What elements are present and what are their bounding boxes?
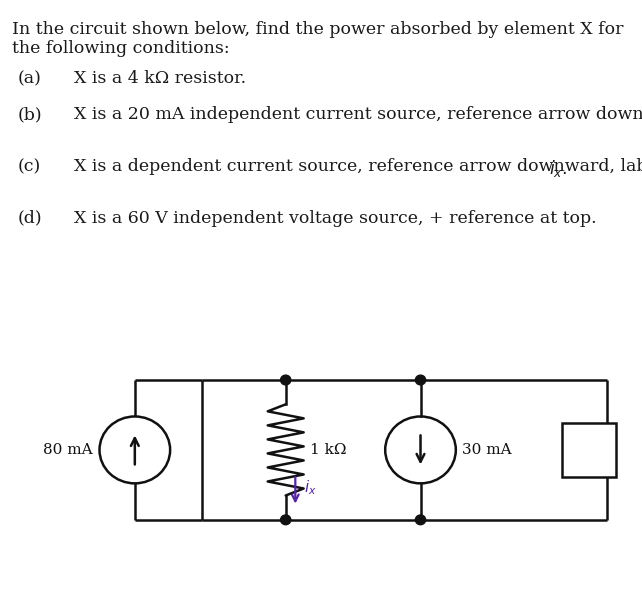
Text: X is a 60 V independent voltage source, + reference at top.: X is a 60 V independent voltage source, …: [74, 210, 596, 227]
Text: $i_x$.: $i_x$.: [549, 158, 567, 179]
Text: 1 kΩ: 1 kΩ: [310, 443, 347, 457]
Text: X is a 4 kΩ resistor.: X is a 4 kΩ resistor.: [74, 70, 246, 87]
Text: In the circuit shown below, find the power absorbed by element X for: In the circuit shown below, find the pow…: [12, 21, 623, 38]
Text: the following conditions:: the following conditions:: [12, 40, 229, 57]
Circle shape: [281, 375, 291, 385]
Text: 80 mA: 80 mA: [44, 443, 93, 457]
Text: X is a 20 mA independent current source, reference arrow downward.: X is a 20 mA independent current source,…: [74, 106, 642, 123]
Text: (d): (d): [18, 210, 42, 227]
Text: $i_x$: $i_x$: [304, 478, 317, 497]
Text: (c): (c): [18, 158, 41, 175]
FancyBboxPatch shape: [562, 423, 616, 477]
Text: (b): (b): [18, 106, 42, 123]
Circle shape: [415, 515, 426, 525]
Text: X is a dependent current source, reference arrow downward, labelled 2: X is a dependent current source, referen…: [74, 158, 642, 175]
Text: X: X: [582, 441, 596, 459]
Text: (a): (a): [18, 70, 42, 87]
Text: 30 mA: 30 mA: [462, 443, 512, 457]
Circle shape: [415, 375, 426, 385]
Circle shape: [281, 515, 291, 525]
